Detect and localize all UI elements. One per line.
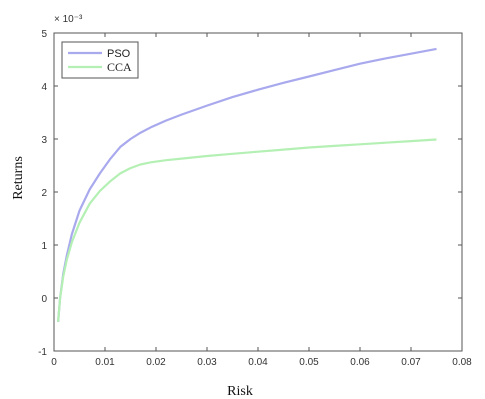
y-axis-label: Returns	[11, 156, 26, 200]
x-tick-label: 0.02	[146, 357, 166, 368]
x-tick-label: 0.03	[197, 357, 217, 368]
series-line-pso	[57, 47, 437, 322]
legend-box	[61, 41, 139, 79]
x-axis-label: Risk	[227, 384, 253, 399]
x-tick-label: 0.01	[95, 357, 115, 368]
y-tick-label: 5	[41, 29, 47, 40]
y-multiplier-label: × 10⁻³	[54, 14, 83, 25]
y-tick-label: 4	[41, 82, 47, 93]
x-tick-label: 0.05	[299, 357, 319, 368]
legend-entry-pso: PSO	[107, 48, 131, 60]
y-tick-label: 0	[41, 294, 47, 305]
series-line-cca	[57, 138, 437, 322]
y-tick-label: 3	[41, 135, 47, 146]
legend-entry-cca: CCA	[107, 60, 132, 74]
x-tick-label: 0.06	[350, 357, 370, 368]
x-tick-label: 0.08	[452, 357, 472, 368]
y-tick-label: -1	[38, 347, 47, 358]
x-tick-label: 0.07	[401, 357, 421, 368]
x-tick-label: 0.04	[248, 357, 268, 368]
y-tick-label: 1	[41, 241, 47, 252]
x-tick-label: 0	[51, 357, 57, 368]
y-tick-label: 2	[41, 188, 47, 199]
